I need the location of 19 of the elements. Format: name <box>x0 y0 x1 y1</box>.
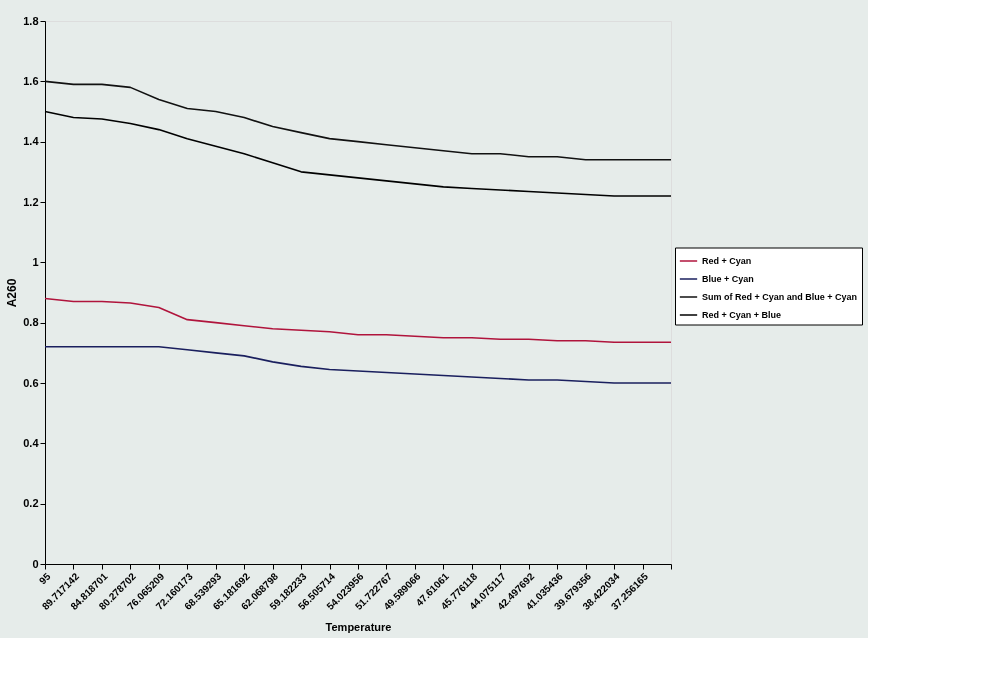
y-tick-label: 1.2 <box>23 195 39 208</box>
y-tick-label: 1 <box>32 255 39 268</box>
y-axis-title: A260 <box>5 278 20 308</box>
y-tick-label: 0.8 <box>23 316 39 329</box>
legend-label: Sum of Red + Cyan and Blue + Cyan <box>702 292 858 302</box>
legend-label: Blue + Cyan <box>702 274 754 284</box>
legend-label: Red + Cyan <box>702 256 752 266</box>
y-tick-label: 1.6 <box>23 74 39 87</box>
line-series <box>44 80 672 161</box>
y-tick-label: 0.2 <box>23 497 39 510</box>
y-tick-label: 1.8 <box>23 14 39 27</box>
legend-label: Red + Cyan + Blue <box>702 310 782 320</box>
line-series <box>44 346 672 384</box>
y-tick-label: 0.4 <box>23 436 40 449</box>
y-tick-label: 1.4 <box>23 135 40 148</box>
line-series <box>44 297 672 344</box>
y-tick-label: 0 <box>32 557 39 570</box>
x-axis-title: Temperature <box>325 621 392 633</box>
y-tick-label: 0.6 <box>23 376 39 389</box>
